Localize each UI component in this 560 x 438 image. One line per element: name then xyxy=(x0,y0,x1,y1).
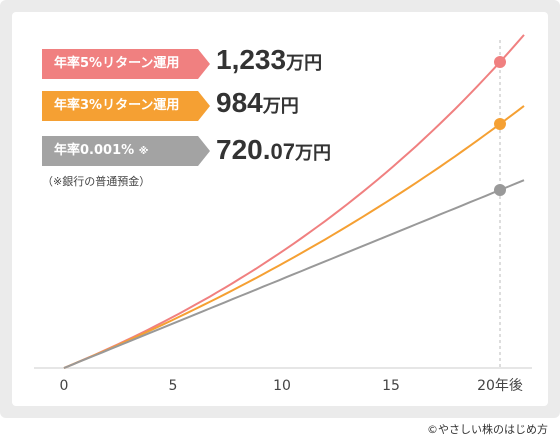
series-label-0001pct: 年率0.001% ※ xyxy=(42,136,210,166)
credit-text: ©やさしい株のはじめ方 xyxy=(427,423,548,436)
series-endpoint-0 xyxy=(494,56,506,68)
series-label-5pct: 年率5%リターン運用 xyxy=(42,49,210,79)
x-tick-label: 20年後 xyxy=(477,378,523,394)
footnote: （※銀行の普通預金） xyxy=(42,175,151,188)
x-tick-label: 10 xyxy=(273,378,291,394)
series-line-1 xyxy=(63,105,525,369)
x-tick-label: 0 xyxy=(60,378,69,394)
x-tick-label: 15 xyxy=(382,378,400,394)
value-3pct: 984万円 xyxy=(216,87,299,118)
series-endpoint-1 xyxy=(494,118,506,130)
value-5pct: 1,233万円 xyxy=(216,44,323,75)
value-0001pct: 720.07万円 xyxy=(216,134,331,165)
series-endpoint-2 xyxy=(494,184,506,196)
series-label-3pct: 年率3%リターン運用 xyxy=(42,91,210,121)
series-line-2 xyxy=(63,179,525,369)
x-tick-label: 5 xyxy=(169,378,178,394)
series-line-0 xyxy=(63,34,525,369)
